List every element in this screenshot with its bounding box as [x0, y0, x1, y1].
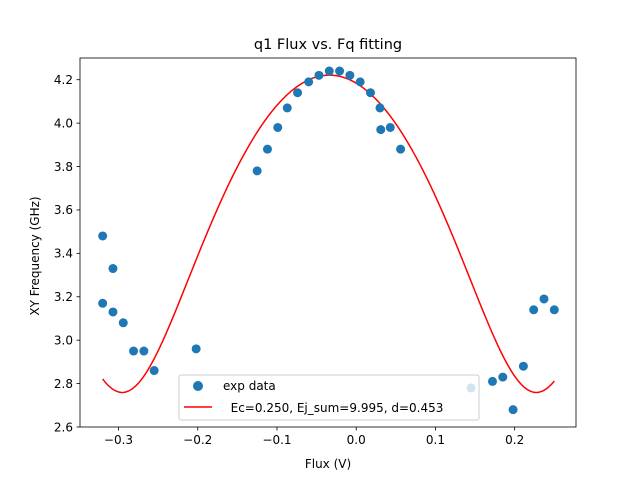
data-point: [345, 70, 355, 80]
data-point: [335, 66, 345, 76]
data-point: [385, 122, 395, 132]
x-tick-label: −0.1: [262, 433, 291, 447]
data-point: [129, 346, 139, 356]
data-point: [149, 366, 159, 376]
data-point: [108, 307, 118, 317]
y-tick-label: 3.2: [54, 290, 73, 304]
legend-marker-exp-data: [193, 381, 203, 391]
data-point: [529, 305, 539, 315]
x-tick-label: 0.2: [505, 433, 524, 447]
y-tick-label: 4.2: [54, 73, 73, 87]
data-point: [518, 361, 528, 371]
legend-label-fit: Ec=0.250, Ej_sum=9.995, d=0.453: [223, 401, 443, 415]
chart-title: q1 Flux vs. Fq fitting: [254, 37, 402, 53]
data-point: [98, 298, 108, 308]
axes-layer: −0.3 −0.2 −0.1 0.0 0.1 0.2 2.6 2.8 3.0 3.2 3.4 3.6 3…: [54, 57, 577, 447]
data-point: [191, 344, 201, 354]
data-point: [98, 231, 108, 241]
data-point: [498, 372, 508, 382]
y-tick-label: 4.0: [54, 116, 73, 130]
data-point: [487, 376, 497, 386]
y-tick-label: 3.6: [54, 203, 73, 217]
legend-label-exp-data: exp data: [223, 379, 276, 393]
y-axis-title: XY Frequency (GHz): [28, 196, 42, 315]
data-point: [314, 70, 324, 80]
data-point: [355, 77, 365, 87]
legend: exp data Ec=0.250, Ej_sum=9.995, d=0.453: [178, 374, 480, 421]
data-point: [262, 144, 272, 154]
y-tick-label: 3.4: [54, 247, 73, 261]
data-point: [365, 88, 375, 98]
data-point: [549, 305, 559, 315]
data-point: [273, 122, 283, 132]
data-point: [118, 318, 128, 328]
data-point: [375, 103, 385, 113]
y-tick-label: 2.8: [54, 377, 73, 391]
x-tick-label: 0.0: [347, 433, 366, 447]
data-point: [304, 77, 314, 87]
data-point: [396, 144, 406, 154]
data-point: [282, 103, 292, 113]
x-axis-title: Flux (V): [305, 457, 351, 471]
x-tick-label: −0.3: [104, 433, 133, 447]
data-point: [252, 166, 262, 176]
data-point: [324, 66, 334, 76]
data-point: [108, 264, 118, 274]
x-tick-label: −0.2: [183, 433, 212, 447]
data-point: [539, 294, 549, 304]
legend-frame: [178, 374, 480, 421]
data-point: [376, 125, 386, 135]
data-point: [293, 88, 303, 98]
y-tick-label: 3.0: [54, 333, 73, 347]
y-tick-label: 3.8: [54, 160, 73, 174]
data-point: [139, 346, 149, 356]
x-tick-label: 0.1: [426, 433, 445, 447]
y-tick-label: 2.6: [54, 420, 73, 434]
data-point: [508, 405, 518, 415]
axes-frame: [79, 57, 577, 428]
